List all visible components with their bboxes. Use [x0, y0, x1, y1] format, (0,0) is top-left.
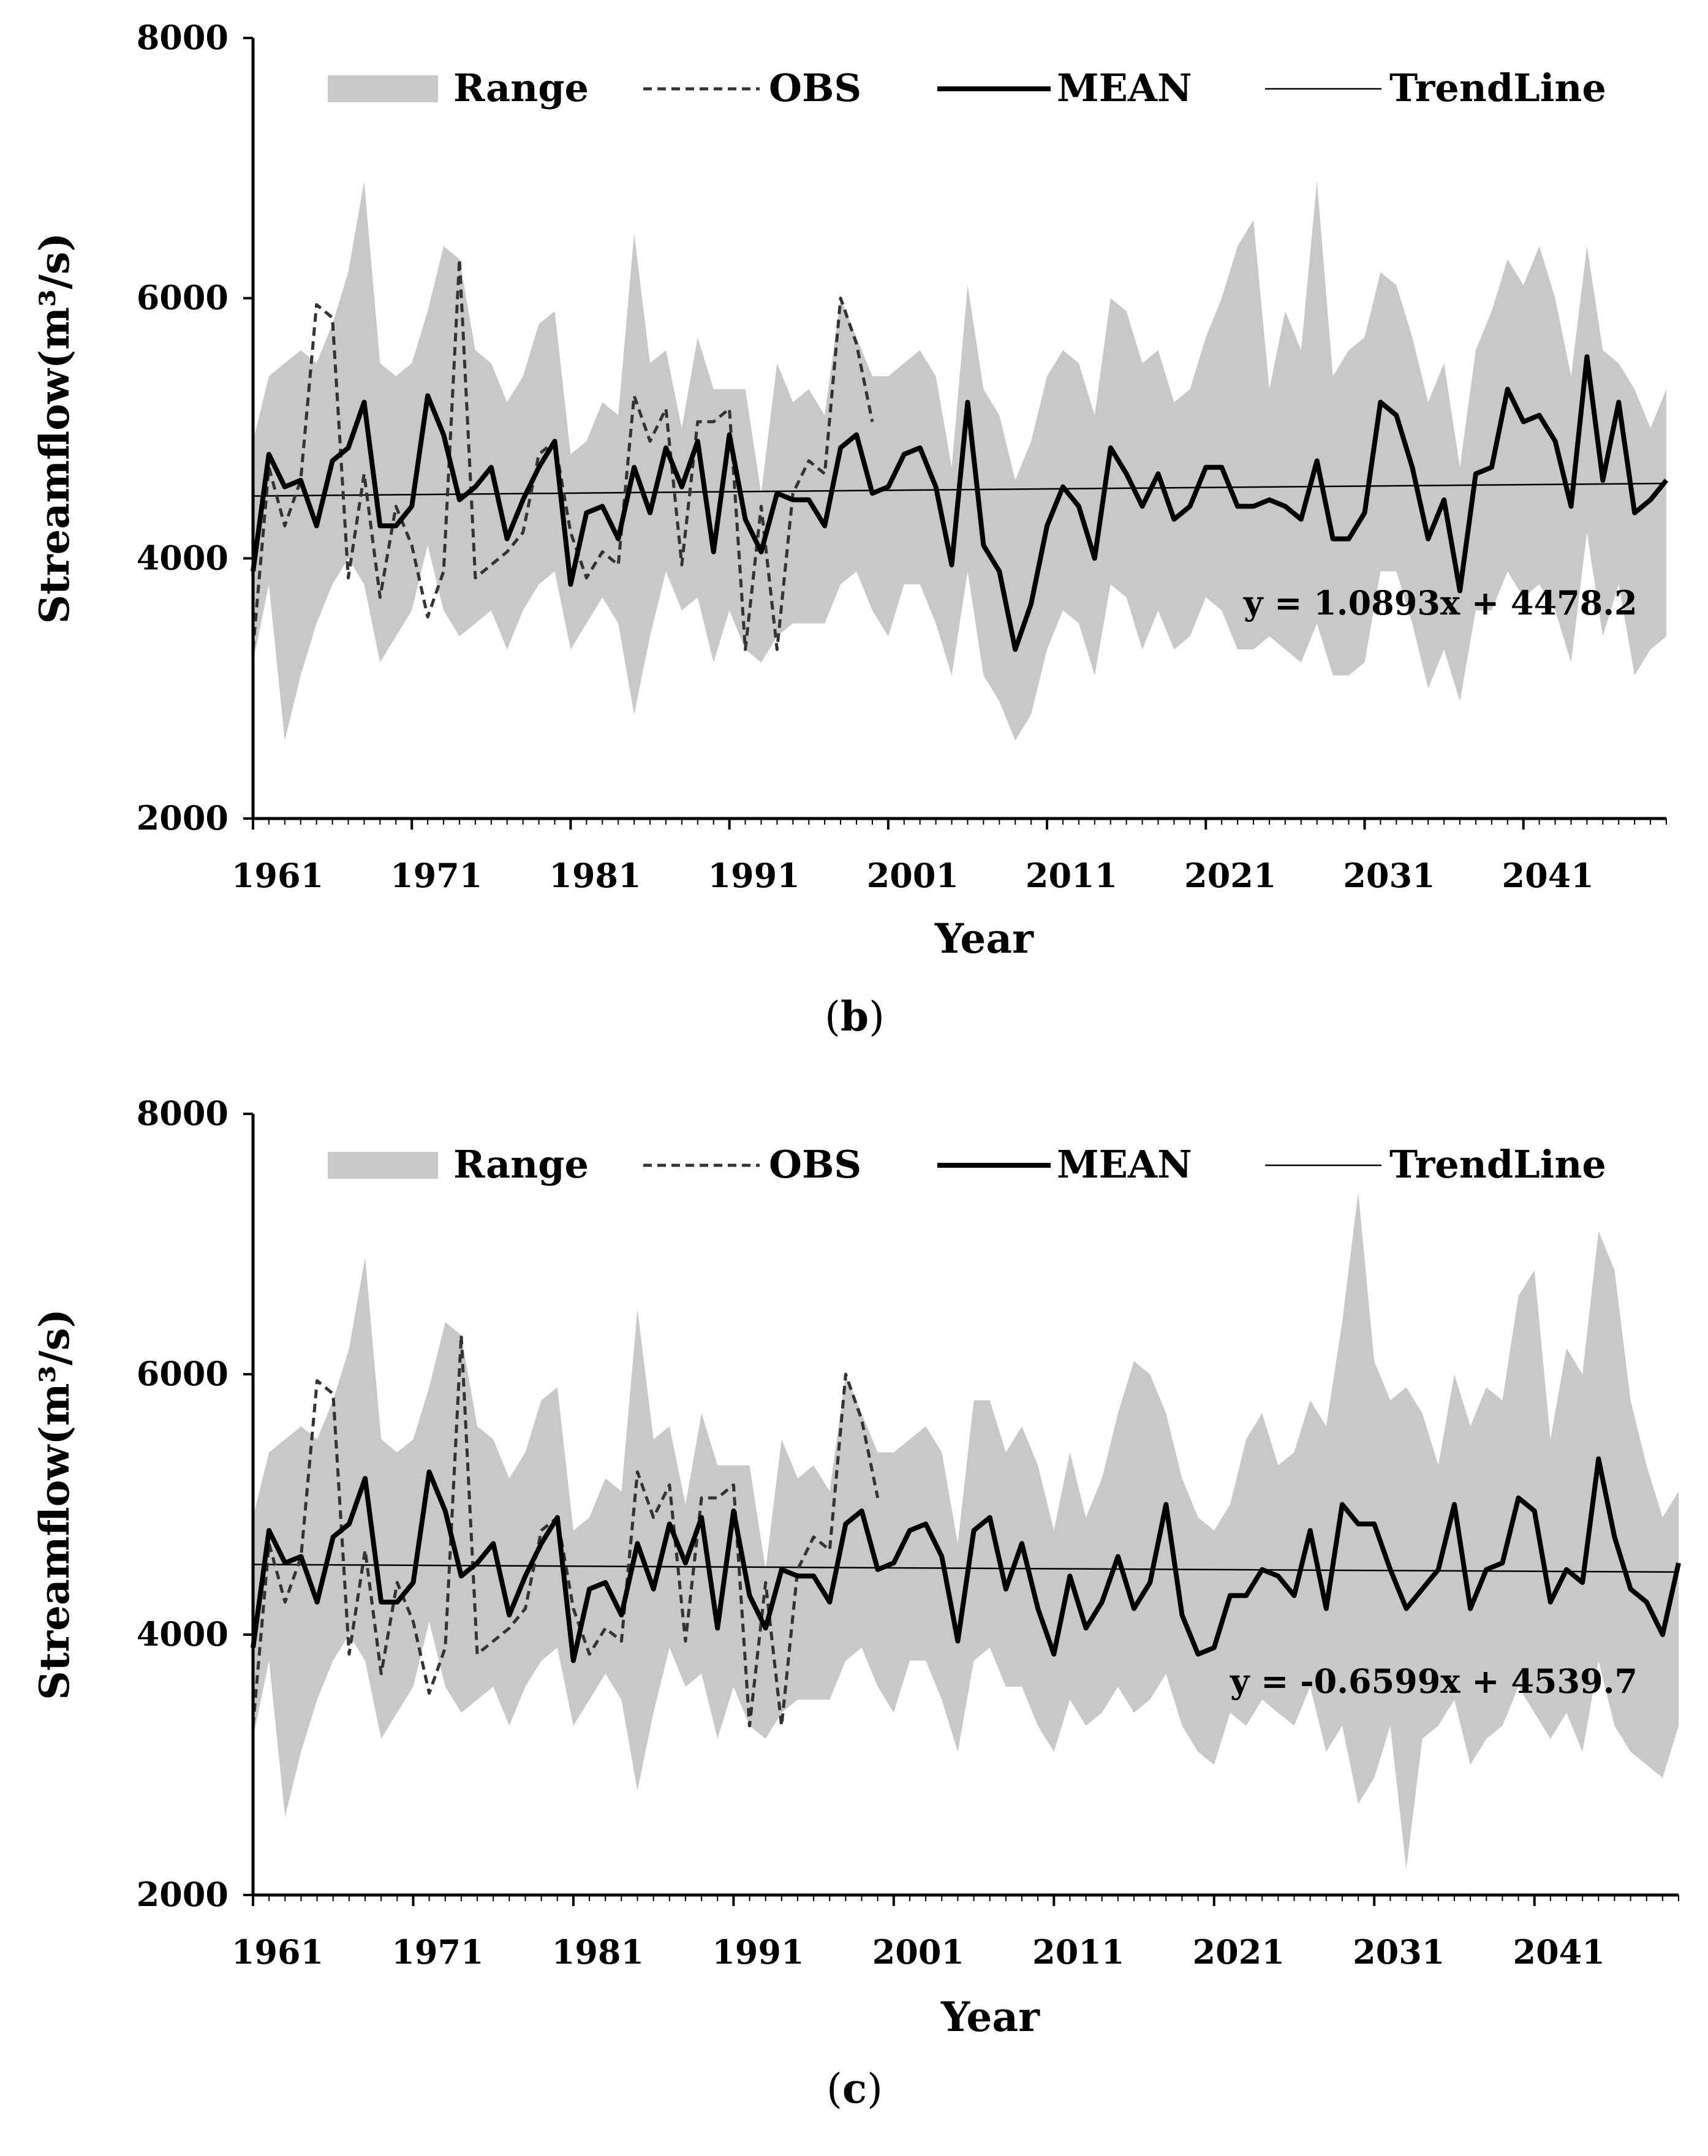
caption-open-paren: ( [825, 993, 841, 1040]
legend: Range OBS MEAN TrendLine [328, 1142, 1606, 1187]
x-tick-label: 2001 [867, 856, 959, 895]
y-tick-label: 4000 [137, 538, 229, 577]
legend: Range OBS MEAN TrendLine [328, 66, 1606, 110]
legend-trendline-label: TrendLine [1389, 66, 1606, 110]
trend-equation: y = -0.6599x + 4539.7 [1230, 1662, 1638, 1701]
legend-trendline-label: TrendLine [1389, 1142, 1606, 1187]
caption-close-paren: ) [867, 2065, 883, 2113]
panel-caption: (c) [826, 2065, 883, 2113]
legend-range-label: Range [453, 66, 589, 110]
x-tick-label: 1991 [712, 1932, 804, 1972]
y-tick-label: 2000 [137, 1875, 229, 1914]
x-tick-label: 2001 [872, 1932, 964, 1972]
caption-letter: b [841, 993, 869, 1040]
x-tick-label: 1981 [552, 1932, 644, 1972]
x-tick-label: 1971 [390, 856, 482, 895]
y-axis-label: Streamflow(m³/s) [31, 233, 78, 624]
y-tick-label: 8000 [137, 1094, 229, 1133]
caption-close-paren: ) [869, 993, 885, 1040]
legend-mean-label: MEAN [1057, 1142, 1192, 1187]
x-tick-label: 1961 [232, 856, 323, 895]
range-band [253, 1192, 1679, 1869]
x-axis-label: Year [940, 1993, 1040, 2041]
x-tick-label: 1991 [708, 856, 799, 895]
legend-range-label: Range [453, 1142, 589, 1187]
x-tick-label: 2031 [1353, 1932, 1445, 1972]
y-tick-label: 8000 [137, 18, 229, 57]
x-tick-label: 1981 [549, 856, 641, 895]
legend-range-swatch [328, 75, 438, 102]
mean-series-line [251, 354, 1669, 652]
trend-line [252, 1564, 1679, 1573]
y-axis-label: Streamflow(m³/s) [31, 1309, 78, 1700]
x-tick-label: 2021 [1193, 1932, 1285, 1972]
legend-mean-label: MEAN [1057, 66, 1192, 110]
y-tick-label: 6000 [137, 278, 229, 317]
mean-series-line [251, 1456, 1681, 1663]
x-tick-label: 1971 [391, 1932, 483, 1972]
x-tick-label: 2011 [1032, 1932, 1124, 1972]
x-tick-label: 2031 [1343, 856, 1435, 895]
trend-equation: y = 1.0893x + 4478.2 [1243, 583, 1638, 622]
x-axis-label: Year [934, 915, 1034, 963]
legend-obs-label: OBS [769, 1142, 861, 1187]
caption-open-paren: ( [826, 2065, 842, 2113]
panel-caption: (b) [825, 993, 885, 1040]
x-tick-label: 2021 [1184, 856, 1276, 895]
chart-panel-c: 2000 4000 6000 8000 1961 1971 1981 1991 2001 2011… [31, 1094, 1681, 2113]
x-tick-label: 2041 [1502, 856, 1594, 895]
legend-obs-label: OBS [769, 66, 861, 110]
x-tick-label: 1961 [232, 1932, 323, 1972]
chart-panel-b: 2000 4000 6000 8000 1961 1971 1981 1991 2001 2011… [31, 18, 1669, 1040]
caption-letter: c [842, 2065, 867, 2113]
x-tick-label: 2011 [1026, 856, 1117, 895]
y-tick-label: 2000 [137, 798, 229, 838]
x-tick-label: 2041 [1513, 1932, 1605, 1972]
y-tick-label: 6000 [137, 1354, 229, 1393]
obs-series-line [251, 257, 874, 651]
legend-range-swatch [328, 1152, 438, 1179]
y-tick-label: 4000 [137, 1614, 229, 1654]
